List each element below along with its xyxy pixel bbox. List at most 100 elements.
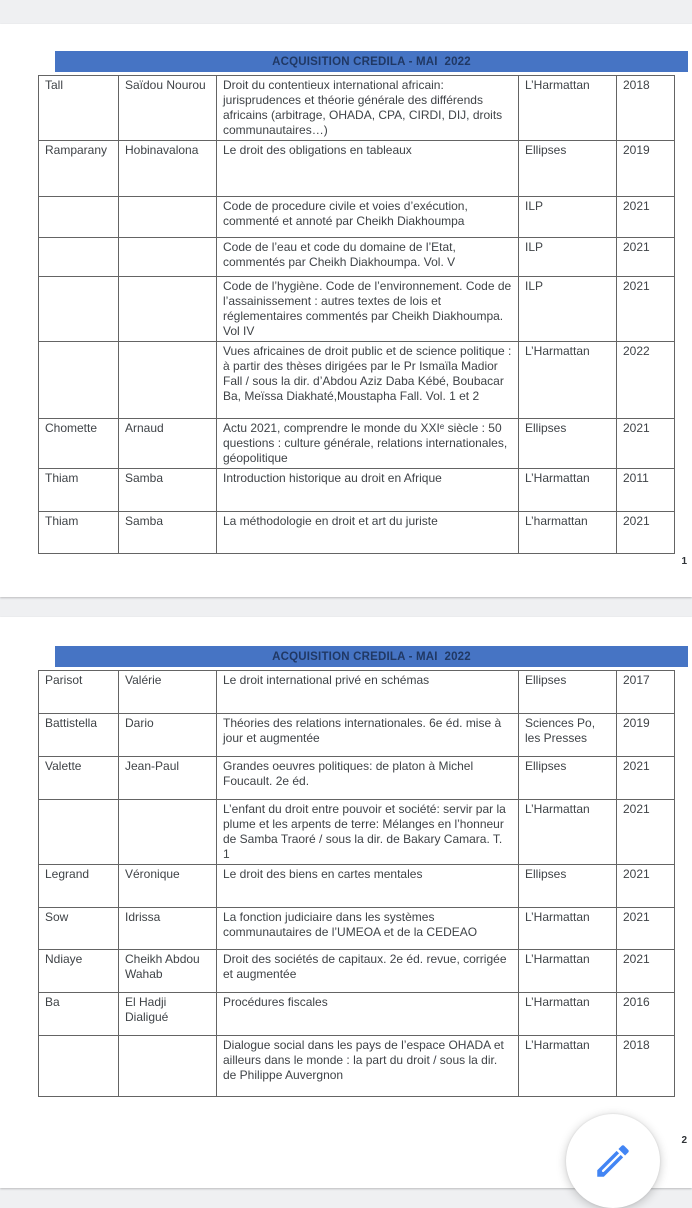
cell-year: 2022: [616, 341, 675, 419]
table-row: Dialogue social dans les pays de l’espac…: [38, 1035, 675, 1097]
cell-last-name: Thiam: [38, 468, 119, 512]
cell-year: 2017: [616, 670, 675, 714]
cell-publisher: L’harmattan: [518, 511, 617, 554]
table-row: L’enfant du droit entre pouvoir et socié…: [38, 799, 675, 865]
cell-year: 2021: [616, 511, 675, 554]
page-number: 1: [681, 556, 687, 567]
cell-title: Introduction historique au droit en Afri…: [216, 468, 519, 512]
cell-publisher: L’Harmattan: [518, 949, 617, 993]
cell-title: L’enfant du droit entre pouvoir et socié…: [216, 799, 519, 865]
cell-last-name: Legrand: [38, 864, 119, 908]
table-row: Vues africaines de droit public et de sc…: [38, 341, 675, 419]
table-row: Thiam Samba Introduction historique au dro…: [38, 468, 675, 512]
table-title-banner: ACQUISITION CREDILA - MAI 2022: [55, 51, 688, 72]
cell-year: 2011: [616, 468, 675, 512]
cell-publisher: L’Harmattan: [518, 75, 617, 141]
cell-title: Droit des sociétés de capitaux. 2e éd. r…: [216, 949, 519, 993]
page-1: ACQUISITION CREDILA - MAI 2022 Tall Saïdo…: [0, 24, 692, 597]
page-number: 2: [681, 1135, 687, 1146]
table-row: Parisot Valérie Le droit international pri…: [38, 670, 675, 714]
table-row: Battistella Dario Théories des relations i…: [38, 713, 675, 757]
cell-title: Le droit des obligations en tableaux: [216, 140, 519, 197]
table-row: Valette Jean-Paul Grandes oeuvres politiqu…: [38, 756, 675, 800]
table-row: Ramparany Hobinavalona Le droit des obliga…: [38, 140, 675, 197]
cell-publisher: L’Harmattan: [518, 468, 617, 512]
table-title-banner: ACQUISITION CREDILA - MAI 2022: [55, 646, 688, 667]
table-row: Code de l’hygiène. Code de l’environneme…: [38, 276, 675, 342]
cell-title: La méthodologie en droit et art du juris…: [216, 511, 519, 554]
cell-title: La fonction judiciaire dans les systèmes…: [216, 907, 519, 950]
cell-publisher: L’Harmattan: [518, 907, 617, 950]
acquisitions-table-page-2: Parisot Valérie Le droit international pri…: [38, 670, 675, 1097]
cell-first-name: Saïdou Nourou: [118, 75, 217, 141]
cell-publisher: L’Harmattan: [518, 1035, 617, 1097]
cell-publisher: ILP: [518, 196, 617, 238]
cell-publisher: Ellipses: [518, 140, 617, 197]
cell-first-name: [118, 1035, 217, 1097]
cell-first-name: [118, 341, 217, 419]
cell-last-name: [38, 799, 119, 865]
cell-year: 2021: [616, 196, 675, 238]
cell-first-name: Cheikh Abdou Wahab: [118, 949, 217, 993]
cell-title: Code de l’hygiène. Code de l’environneme…: [216, 276, 519, 342]
cell-first-name: [118, 276, 217, 342]
table-row: Sow Idrissa La fonction judiciaire dans le…: [38, 907, 675, 950]
cell-year: 2019: [616, 713, 675, 757]
cell-publisher: L’Harmattan: [518, 341, 617, 419]
cell-year: 2021: [616, 949, 675, 993]
cell-last-name: [38, 237, 119, 277]
cell-last-name: [38, 196, 119, 238]
cell-year: 2021: [616, 864, 675, 908]
table-row: Ba El Hadji Dialigué Procédures fiscales L’…: [38, 992, 675, 1036]
cell-year: 2019: [616, 140, 675, 197]
cell-first-name: Jean-Paul: [118, 756, 217, 800]
cell-title: Le droit international privé en schémas: [216, 670, 519, 714]
cell-title: Droit du contentieux international afric…: [216, 75, 519, 141]
cell-year: 2021: [616, 799, 675, 865]
cell-last-name: [38, 276, 119, 342]
cell-last-name: Valette: [38, 756, 119, 800]
acquisitions-table-page-1: Tall Saïdou Nourou Droit du contentieux in…: [38, 75, 675, 554]
table-row: Code de procedure civile et voies d’exéc…: [38, 196, 675, 238]
cell-first-name: Dario: [118, 713, 217, 757]
cell-last-name: Sow: [38, 907, 119, 950]
table-row: Chomette Arnaud Actu 2021, comprendre le m…: [38, 418, 675, 469]
cell-last-name: Tall: [38, 75, 119, 141]
cell-year: 2016: [616, 992, 675, 1036]
cell-publisher: Ellipses: [518, 418, 617, 469]
cell-year: 2018: [616, 1035, 675, 1097]
cell-publisher: Ellipses: [518, 670, 617, 714]
table-row: Tall Saïdou Nourou Droit du contentieux in…: [38, 75, 675, 141]
cell-first-name: Valérie: [118, 670, 217, 714]
cell-first-name: Véronique: [118, 864, 217, 908]
cell-title: Le droit des biens en cartes mentales: [216, 864, 519, 908]
cell-publisher: ILP: [518, 237, 617, 277]
cell-publisher: Ellipses: [518, 756, 617, 800]
cell-last-name: Chomette: [38, 418, 119, 469]
page-2: ACQUISITION CREDILA - MAI 2022 Parisot Va…: [0, 617, 692, 1188]
cell-title: Procédures fiscales: [216, 992, 519, 1036]
cell-first-name: [118, 237, 217, 277]
cell-title: Dialogue social dans les pays de l’espac…: [216, 1035, 519, 1097]
cell-year: 2021: [616, 756, 675, 800]
cell-last-name: [38, 1035, 119, 1097]
cell-first-name: Idrissa: [118, 907, 217, 950]
edit-fab[interactable]: [566, 1114, 660, 1208]
cell-year: 2018: [616, 75, 675, 141]
cell-year: 2021: [616, 418, 675, 469]
cell-last-name: Ramparany: [38, 140, 119, 197]
cell-last-name: Parisot: [38, 670, 119, 714]
cell-first-name: El Hadji Dialigué: [118, 992, 217, 1036]
table-row: Thiam Samba La méthodologie en droit et ar…: [38, 511, 675, 554]
cell-year: 2021: [616, 237, 675, 277]
cell-first-name: Samba: [118, 468, 217, 512]
cell-publisher: Sciences Po, les Presses: [518, 713, 617, 757]
cell-first-name: Hobinavalona: [118, 140, 217, 197]
cell-last-name: Battistella: [38, 713, 119, 757]
cell-title: Grandes oeuvres politiques: de platon à …: [216, 756, 519, 800]
cell-year: 2021: [616, 276, 675, 342]
cell-title: Théories des relations internationales. …: [216, 713, 519, 757]
cell-year: 2021: [616, 907, 675, 950]
pencil-edit-icon: [592, 1140, 634, 1182]
